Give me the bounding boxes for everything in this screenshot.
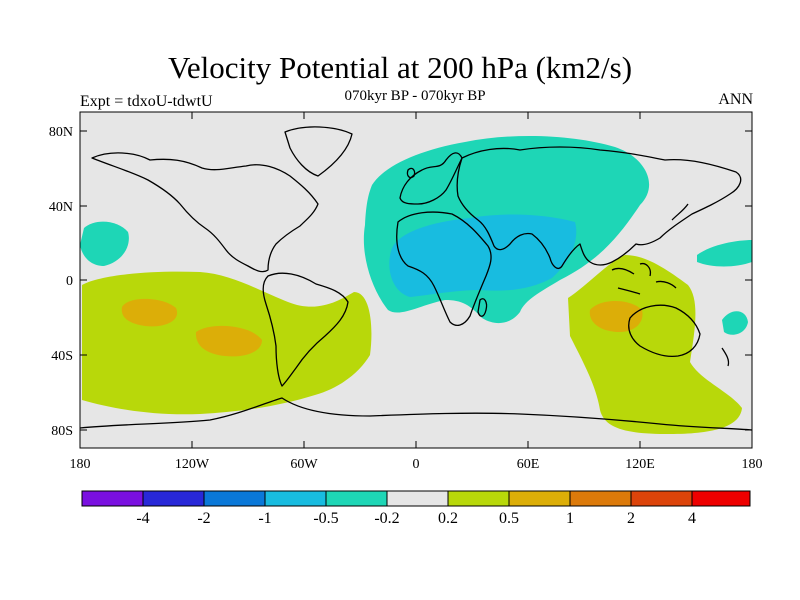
colorbar-label-4: -0.5 <box>313 510 338 527</box>
lat-label-80s: 80S <box>51 424 73 439</box>
colorbar-bin-9 <box>570 491 631 506</box>
colorbar-bin-7 <box>448 491 509 506</box>
colorbar-bin-5 <box>326 491 387 506</box>
colorbar-label-3: -1 <box>258 510 271 527</box>
lon-label-120e: 120E <box>625 457 655 472</box>
lat-label-40s: 40S <box>51 349 73 364</box>
contour-neg-weak-pacific <box>80 221 129 266</box>
contour-neg-weak-coral-sea <box>722 311 748 335</box>
colorbar: -4 -2 -1 -0.5 -0.2 0.2 0.5 1 2 4 <box>81 490 751 527</box>
lat-axis <box>80 130 752 431</box>
map-area <box>80 112 752 448</box>
colorbar-frame <box>81 490 751 507</box>
contour-neg-mid-sahara-arabia <box>389 214 577 297</box>
lon-labels: 180 120W 60W 0 60E 120E 180 <box>70 457 763 472</box>
colorbar-bin-10 <box>631 491 692 506</box>
colorbar-bin-6 <box>387 491 448 506</box>
contour-pos-weak-indian-ocean <box>568 255 742 434</box>
colorbar-label-6: 0.2 <box>438 510 458 527</box>
colorbar-label-9: 2 <box>627 510 635 527</box>
coast-new-zealand <box>721 347 730 367</box>
coast-greenland <box>284 126 353 177</box>
colorbar-label-5: -0.2 <box>374 510 399 527</box>
coast-madagascar <box>477 298 488 317</box>
chart-subtitle: 070kyr BP - 070kyr BP <box>344 88 486 104</box>
coast-africa <box>396 211 492 327</box>
colorbar-label-7: 0.5 <box>499 510 519 527</box>
coast-south-america <box>262 272 349 387</box>
lon-label-60e: 60E <box>517 457 540 472</box>
lon-label-180e: 180 <box>742 457 763 472</box>
coastlines <box>80 126 752 431</box>
season-label: ANN <box>718 91 753 108</box>
colorbar-bin-2 <box>143 491 204 506</box>
contour-pos-mid-east-pacific-1 <box>121 298 178 327</box>
lon-label-180w: 180 <box>70 457 91 472</box>
coast-british-isles <box>406 167 416 179</box>
experiment-label: Expt = tdxoU-tdwtU <box>80 93 213 110</box>
colorbar-label-8: 1 <box>566 510 574 527</box>
lon-label-120w: 120W <box>175 457 210 472</box>
coast-antarctica <box>80 397 752 431</box>
colorbar-label-1: -4 <box>136 510 149 527</box>
coast-indonesia <box>611 262 677 295</box>
colorbar-label-10: 4 <box>688 510 696 527</box>
colorbar-bin-1 <box>82 491 143 506</box>
chart-title: Velocity Potential at 200 hPa (km2/s) <box>167 50 633 85</box>
coast-north-america <box>91 152 319 273</box>
contour-neg-weak-west-pacific <box>697 240 752 267</box>
colorbar-bin-4 <box>265 491 326 506</box>
lat-label-40n: 40N <box>49 200 73 215</box>
lat-labels: 80N 40N 0 40S 80S <box>49 125 73 439</box>
colorbar-bin-3 <box>204 491 265 506</box>
colorbar-label-2: -2 <box>197 510 210 527</box>
coast-japan <box>671 203 689 221</box>
lon-label-60w: 60W <box>290 457 318 472</box>
contour-pos-mid-east-pacific-2 <box>195 325 262 357</box>
lon-axis <box>79 112 753 448</box>
coast-australia <box>628 304 701 358</box>
colorbar-bin-8 <box>509 491 570 506</box>
lat-label-80n: 80N <box>49 125 73 140</box>
lat-label-0: 0 <box>66 274 73 289</box>
lon-label-0: 0 <box>413 457 420 472</box>
colorbar-bin-11 <box>692 491 750 506</box>
coast-asia <box>456 146 742 270</box>
